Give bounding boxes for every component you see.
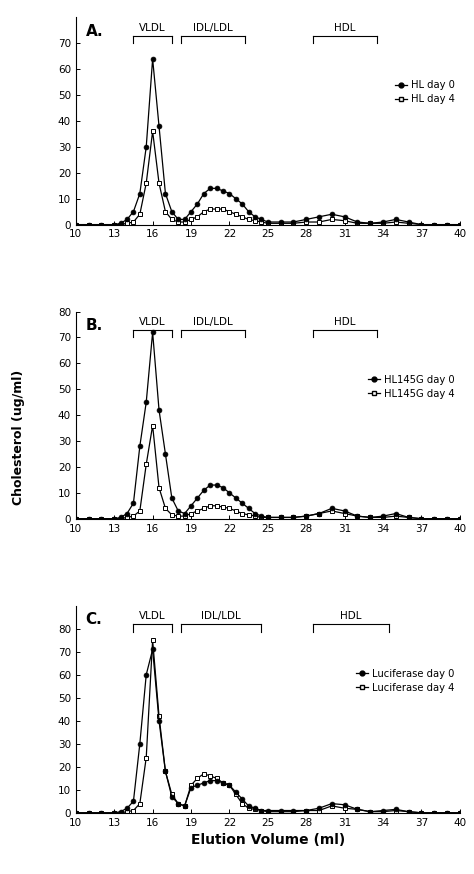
Text: VLDL: VLDL	[139, 23, 166, 33]
Text: IDL/LDL: IDL/LDL	[193, 23, 233, 33]
Text: HDL: HDL	[340, 611, 362, 621]
Legend: HL145G day 0, HL145G day 4: HL145G day 0, HL145G day 4	[368, 375, 455, 399]
Text: HDL: HDL	[334, 317, 356, 327]
Text: C.: C.	[85, 612, 102, 627]
Legend: Luciferase day 0, Luciferase day 4: Luciferase day 0, Luciferase day 4	[356, 669, 455, 693]
Text: Cholesterol (ug/ml): Cholesterol (ug/ml)	[12, 370, 26, 504]
Text: B.: B.	[85, 318, 103, 333]
Text: IDL/LDL: IDL/LDL	[201, 611, 241, 621]
Text: A.: A.	[85, 24, 103, 38]
X-axis label: Elution Volume (ml): Elution Volume (ml)	[191, 833, 345, 847]
Text: VLDL: VLDL	[139, 317, 166, 327]
Text: HDL: HDL	[334, 23, 356, 33]
Legend: HL day 0, HL day 4: HL day 0, HL day 4	[395, 80, 455, 105]
Text: VLDL: VLDL	[139, 611, 166, 621]
Text: IDL/LDL: IDL/LDL	[193, 317, 233, 327]
